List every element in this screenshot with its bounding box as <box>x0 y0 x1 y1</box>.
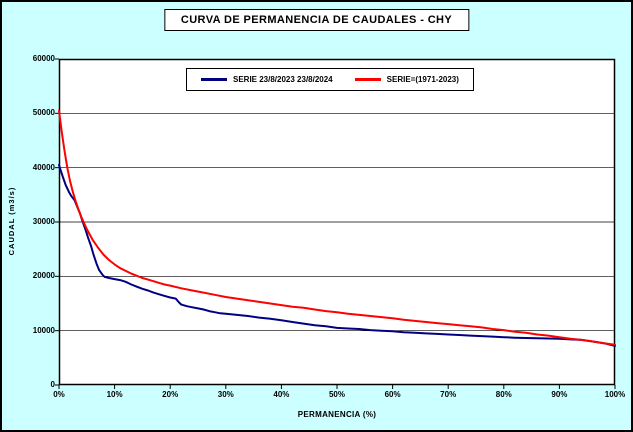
x-tick-label: 30% <box>217 390 234 399</box>
x-tick-label: 0% <box>53 390 65 399</box>
y-tick-label: 0 <box>50 380 55 389</box>
plot-svg <box>55 58 616 389</box>
y-tick-label: 40000 <box>32 162 55 172</box>
x-tick-label: 60% <box>384 390 401 399</box>
legend-item-serie-1971-2023: SERIE=(1971-2023) <box>354 75 459 84</box>
y-tick-label: 30000 <box>32 217 55 226</box>
y-axis-title: CAUDAL (m3/s) <box>7 186 16 256</box>
x-tick-label: 90% <box>551 390 568 399</box>
x-tick-label: 20% <box>162 390 179 399</box>
series-line-1 <box>58 109 616 346</box>
y-tick-label: 20000 <box>32 271 55 281</box>
chart-title: CURVA DE PERMANENCIA DE CAUDALES - CHY <box>163 9 470 31</box>
legend-label-serie-2023-2024: SERIE 23/8/2023 23/8/2024 <box>233 75 333 84</box>
legend-item-serie-2023-2024: SERIE 23/8/2023 23/8/2024 <box>201 75 333 84</box>
legend: SERIE 23/8/2023 23/8/2024 SERIE=(1971-20… <box>186 68 474 91</box>
x-tick-label: 70% <box>440 390 457 399</box>
x-tick-label: 10% <box>106 390 123 399</box>
legend-label-serie-1971-2023: SERIE=(1971-2023) <box>386 75 459 84</box>
x-tick-label: 50% <box>328 390 345 399</box>
legend-line-swatch-red <box>354 78 381 81</box>
y-tick-label: 50000 <box>32 108 55 118</box>
x-tick-label: 40% <box>273 390 290 399</box>
plot-border <box>58 58 616 386</box>
y-tick-label: 60000 <box>32 54 55 63</box>
series-line-0 <box>58 163 616 347</box>
x-tick-label: 100% <box>604 390 626 399</box>
x-axis-title: PERMANENCIA (%) <box>297 410 377 419</box>
y-tick-label: 10000 <box>32 325 55 335</box>
x-tick-label: 80% <box>495 390 512 399</box>
plot-area: SERIE 23/8/2023 23/8/2024 SERIE=(1971-20… <box>55 58 616 389</box>
legend-line-swatch-blue <box>201 78 227 81</box>
